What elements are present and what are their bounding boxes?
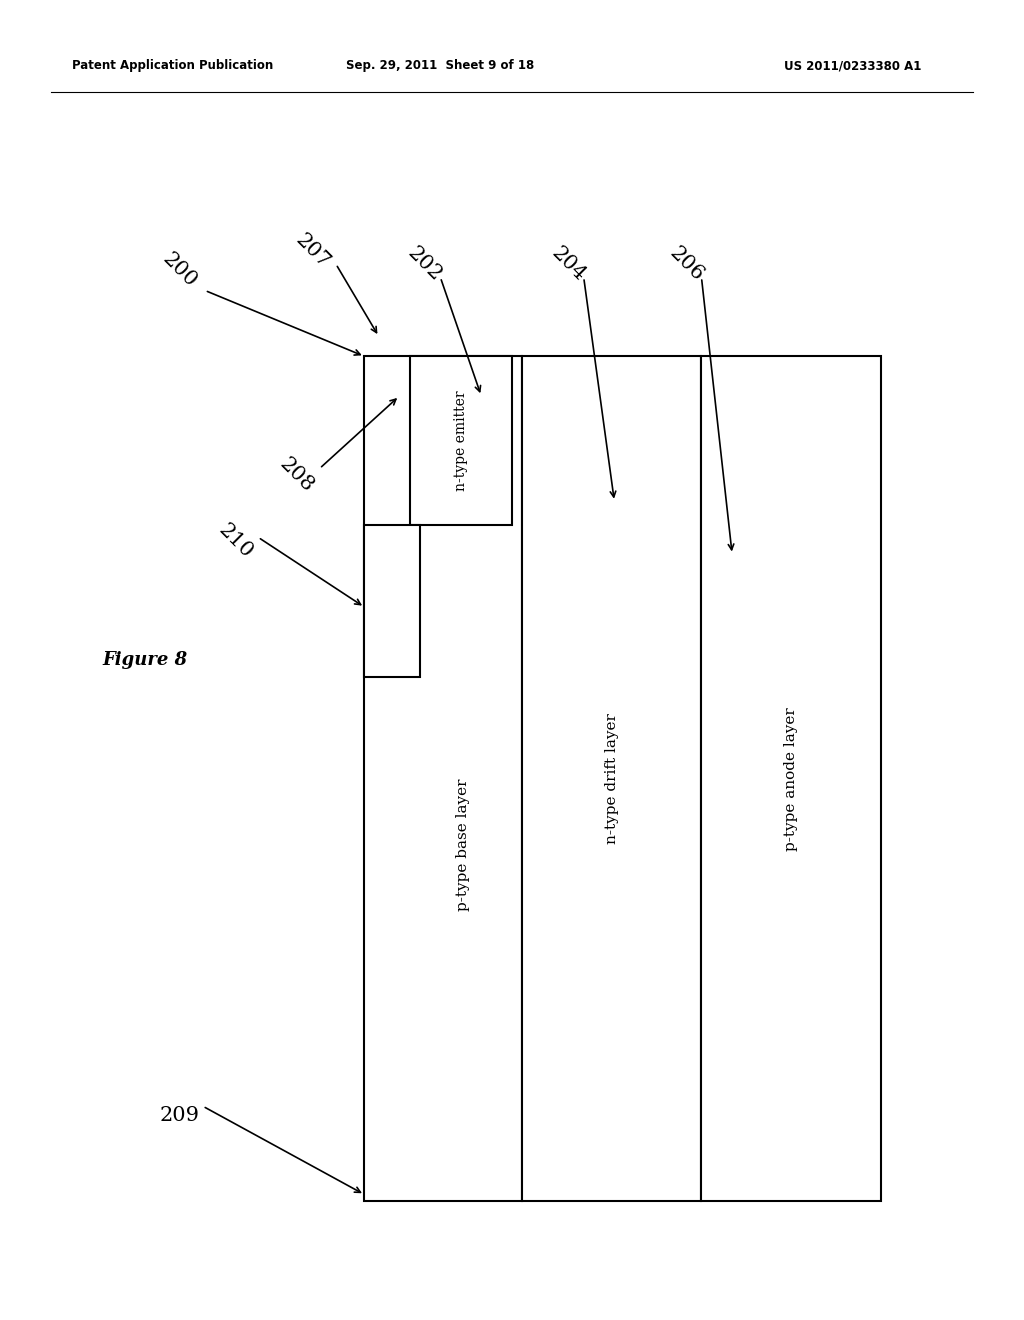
Text: p-type anode layer: p-type anode layer xyxy=(784,708,798,850)
Text: Patent Application Publication: Patent Application Publication xyxy=(72,59,273,73)
Text: n-type drift layer: n-type drift layer xyxy=(605,713,618,845)
Bar xyxy=(364,356,522,1201)
Text: Figure 8: Figure 8 xyxy=(102,651,187,669)
Text: p-type base layer: p-type base layer xyxy=(457,779,470,911)
Bar xyxy=(364,525,420,677)
Text: 206: 206 xyxy=(666,243,707,285)
Text: p: p xyxy=(387,594,396,609)
Text: Sep. 29, 2011  Sheet 9 of 18: Sep. 29, 2011 Sheet 9 of 18 xyxy=(346,59,535,73)
Text: 208: 208 xyxy=(276,454,317,496)
Text: 207: 207 xyxy=(292,230,333,272)
Bar xyxy=(522,356,701,1201)
Text: n-type emitter: n-type emitter xyxy=(454,391,468,491)
Text: 209: 209 xyxy=(159,1106,200,1125)
Text: 204: 204 xyxy=(548,243,589,285)
Bar xyxy=(701,356,881,1201)
Text: 210: 210 xyxy=(215,520,256,562)
Text: 202: 202 xyxy=(404,243,445,285)
Text: US 2011/0233380 A1: US 2011/0233380 A1 xyxy=(784,59,922,73)
Text: 200: 200 xyxy=(159,249,200,292)
Bar xyxy=(410,356,512,525)
